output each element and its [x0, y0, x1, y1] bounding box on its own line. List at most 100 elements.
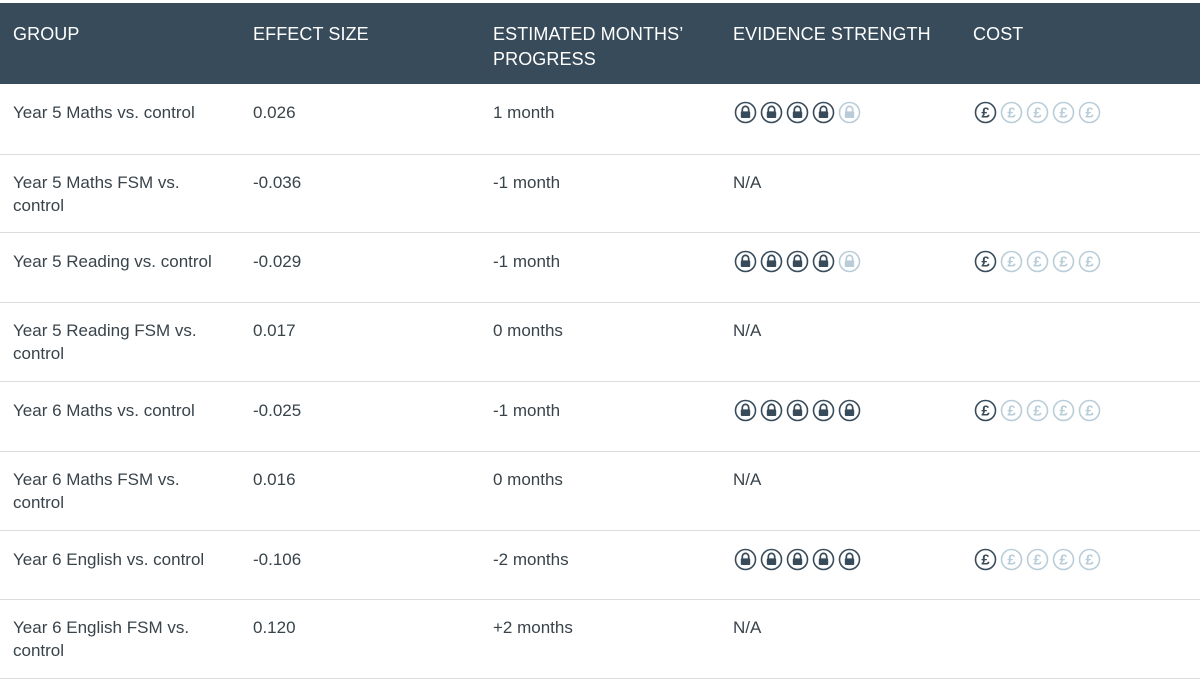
padlock-icon: [760, 250, 783, 273]
svg-text:£: £: [1085, 254, 1094, 271]
svg-text:£: £: [1007, 403, 1016, 420]
evidence-strength-cell: N/A: [733, 618, 762, 637]
effect-size-cell: -0.036: [253, 173, 302, 192]
months-progress-cell: 0 months: [493, 321, 563, 340]
padlock-icon: [812, 548, 835, 571]
header-months-line2: PROGRESS: [493, 49, 596, 69]
evidence-strength-cell: [720, 250, 960, 273]
header-months-progress: ESTIMATED MONTHS’ PROGRESS: [480, 3, 720, 72]
table-header: GROUP EFFECT SIZE ESTIMATED MONTHS’ PROG…: [0, 3, 1200, 84]
svg-text:£: £: [1033, 552, 1042, 569]
months-progress-cell: 0 months: [493, 470, 563, 489]
padlock-icon: [786, 399, 809, 422]
svg-text:£: £: [1085, 552, 1094, 569]
header-evidence-strength: EVIDENCE STRENGTH: [733, 24, 931, 44]
padlock-icon: [734, 399, 757, 422]
pound-coin-icon: £: [974, 548, 997, 571]
pound-coin-icon: £: [1026, 399, 1049, 422]
pound-coin-icon: £: [1000, 101, 1023, 124]
svg-text:£: £: [981, 254, 990, 271]
evidence-strength-cell: N/A: [733, 173, 762, 192]
pound-coin-icon: £: [974, 250, 997, 273]
padlock-icon: [838, 101, 861, 124]
pound-coin-icon: £: [1000, 548, 1023, 571]
padlock-icon: [838, 399, 861, 422]
effect-size-cell: 0.016: [253, 470, 296, 489]
svg-text:£: £: [1059, 403, 1068, 420]
header-group: GROUP: [13, 24, 80, 44]
svg-text:£: £: [1085, 403, 1094, 420]
table-row: Year 5 Reading vs. control -0.029 -1 month…: [0, 233, 1200, 303]
table-row: Year 5 Maths FSM vs. control -0.036 -1 mon…: [0, 155, 1200, 233]
months-progress-cell: -1 month: [493, 173, 561, 192]
svg-text:£: £: [1007, 552, 1016, 569]
effect-size-cell: -0.029: [253, 252, 302, 271]
padlock-icon: [786, 101, 809, 124]
months-progress-cell: -1 month: [493, 401, 561, 420]
months-progress-cell: -2 months: [493, 550, 569, 569]
evidence-strength-cell: [720, 548, 960, 571]
header-cost: COST: [973, 24, 1024, 44]
padlock-icon: [734, 101, 757, 124]
evidence-strength-cell: [720, 101, 960, 124]
pound-coin-icon: £: [1000, 399, 1023, 422]
padlock-icon: [838, 548, 861, 571]
evidence-padlocks: [733, 250, 960, 273]
table-row: Year 5 Reading FSM vs. control 0.017 0 mon…: [0, 303, 1200, 382]
pound-coin-icon: £: [1052, 101, 1075, 124]
group-cell: Year 5 Reading vs. control: [13, 252, 212, 271]
group-cell: Year 6 Maths vs. control: [13, 401, 195, 420]
evidence-strength-cell: N/A: [733, 470, 762, 489]
cost-cell: £ £ £ £ £: [960, 548, 1200, 571]
cost-cell: £ £ £ £ £: [960, 101, 1200, 124]
svg-text:£: £: [1033, 403, 1042, 420]
svg-text:£: £: [1007, 254, 1016, 271]
svg-text:£: £: [981, 552, 990, 569]
cost-cell: £ £ £ £ £: [960, 250, 1200, 273]
evidence-padlocks: [733, 399, 960, 422]
pound-coin-icon: £: [1052, 548, 1075, 571]
group-cell: Year 5 Maths vs. control: [13, 103, 195, 122]
pound-coin-icon: £: [1078, 101, 1101, 124]
padlock-icon: [786, 250, 809, 273]
pound-coin-icon: £: [1026, 250, 1049, 273]
table-row: Year 6 English vs. control -0.106 -2 month…: [0, 531, 1200, 600]
pound-coin-icon: £: [1000, 250, 1023, 273]
padlock-icon: [812, 250, 835, 273]
svg-text:£: £: [1059, 254, 1068, 271]
pound-coin-icon: £: [1052, 250, 1075, 273]
padlock-icon: [838, 250, 861, 273]
cost-pounds: £ £ £ £ £: [973, 250, 1200, 273]
pound-coin-icon: £: [1026, 101, 1049, 124]
evidence-padlocks: [733, 548, 960, 571]
cost-pounds: £ £ £ £ £: [973, 101, 1200, 124]
svg-text:£: £: [1033, 254, 1042, 271]
evidence-strength-cell: N/A: [733, 321, 762, 340]
group-cell: Year 6 English vs. control: [13, 550, 205, 569]
svg-text:£: £: [981, 105, 990, 122]
padlock-icon: [734, 548, 757, 571]
header-months-line1: ESTIMATED MONTHS’: [493, 24, 684, 44]
padlock-icon: [812, 399, 835, 422]
pound-coin-icon: £: [1078, 399, 1101, 422]
group-cell: Year 6 English FSM vs. control: [13, 618, 190, 660]
cost-cell: £ £ £ £ £: [960, 399, 1200, 422]
effect-size-cell: 0.026: [253, 103, 296, 122]
pound-coin-icon: £: [1078, 548, 1101, 571]
padlock-icon: [734, 250, 757, 273]
cost-pounds: £ £ £ £ £: [973, 548, 1200, 571]
pound-coin-icon: £: [974, 101, 997, 124]
padlock-icon: [812, 101, 835, 124]
svg-text:£: £: [981, 403, 990, 420]
evidence-strength-cell: [720, 399, 960, 422]
svg-text:£: £: [1059, 552, 1068, 569]
padlock-icon: [760, 399, 783, 422]
table-row: Year 6 Maths vs. control -0.025 -1 month £ £…: [0, 382, 1200, 452]
pound-coin-icon: £: [1078, 250, 1101, 273]
pound-coin-icon: £: [1026, 548, 1049, 571]
table-row: Year 6 English FSM vs. control 0.120 +2 mo…: [0, 600, 1200, 679]
table-row: Year 6 Maths FSM vs. control 0.016 0 month…: [0, 452, 1200, 531]
table-body: Year 5 Maths vs. control 0.026 1 month £ £ £ £…: [0, 84, 1200, 679]
svg-text:£: £: [1007, 105, 1016, 122]
padlock-icon: [760, 548, 783, 571]
